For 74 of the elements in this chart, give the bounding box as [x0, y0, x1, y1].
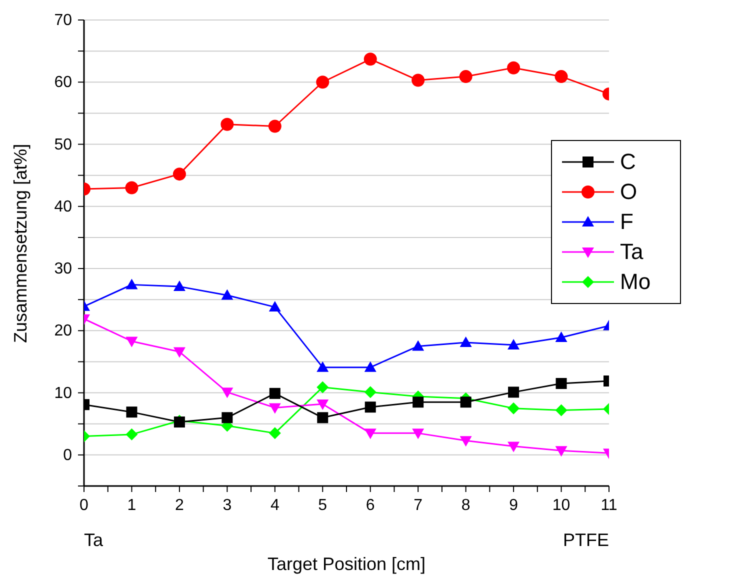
point: [221, 289, 234, 300]
point: [220, 118, 234, 131]
point: [125, 181, 138, 194]
point: [555, 446, 568, 457]
point: [317, 412, 328, 424]
point: [412, 396, 424, 408]
point: [316, 381, 329, 394]
point: [364, 402, 376, 413]
text: Ta: [84, 530, 104, 550]
legend-label: O: [620, 179, 638, 205]
y-tick-label: 20: [54, 322, 72, 340]
x-tick-label: 9: [509, 497, 518, 514]
legend-label: Mo: [620, 269, 651, 295]
legend-label: F: [620, 209, 634, 235]
legend-label: Ta: [620, 239, 644, 265]
point: [412, 340, 424, 351]
point: [268, 403, 281, 414]
point: [126, 278, 138, 290]
x-tick-label: 10: [552, 497, 570, 514]
point: [508, 442, 520, 452]
point: [316, 399, 329, 410]
point: [364, 428, 376, 440]
point: [555, 404, 568, 416]
point: [364, 386, 376, 398]
point: [172, 168, 186, 181]
x-tick-label: 5: [318, 497, 328, 514]
point: [268, 427, 281, 440]
point: [412, 428, 424, 440]
point: [508, 402, 520, 414]
text: PTFE: [562, 530, 609, 550]
point: [126, 406, 138, 418]
x-tick-label: 2: [175, 497, 184, 514]
x-tick-label: 0: [80, 497, 89, 514]
y-tick-label: 40: [54, 198, 72, 216]
point: [459, 70, 472, 84]
x-tick-label: 3: [222, 497, 232, 514]
x-tick-label: 6: [366, 497, 375, 514]
y-tick-label: 30: [54, 260, 72, 278]
point: [508, 338, 520, 350]
point: [269, 388, 280, 399]
y-tick-label: 60: [54, 74, 72, 92]
point: [554, 70, 568, 84]
y-tick-label: 50: [54, 136, 72, 154]
point: [364, 361, 376, 372]
point: [555, 332, 568, 342]
point: [173, 347, 186, 358]
x-tick-label: 8: [461, 497, 470, 514]
x-tick-label: 1: [127, 497, 136, 514]
point: [268, 120, 282, 133]
point: [460, 336, 472, 347]
y-tick-label: 10: [54, 384, 72, 402]
point: [221, 388, 234, 398]
point: [460, 396, 472, 408]
point: [173, 280, 186, 292]
y-tick-label: 0: [63, 446, 72, 464]
point: [126, 428, 138, 440]
x-tick-label: 4: [270, 497, 280, 514]
y-axis-title: Zusammensetzung [at%]: [10, 144, 30, 343]
point: [222, 412, 233, 424]
point: [268, 301, 281, 312]
point: [556, 378, 567, 389]
y-tick-label: 70: [54, 12, 72, 29]
point: [460, 436, 472, 447]
point: [126, 336, 138, 348]
point: [412, 74, 425, 87]
x-axis-title: Target Position [cm]: [267, 554, 426, 574]
point: [508, 386, 520, 398]
x-tick-label: 7: [414, 497, 423, 514]
x-tick-label: 11: [600, 497, 618, 514]
point: [507, 61, 520, 74]
point: [316, 76, 330, 89]
point: [364, 52, 377, 66]
legend-label: C: [620, 149, 636, 175]
point: [316, 361, 329, 372]
